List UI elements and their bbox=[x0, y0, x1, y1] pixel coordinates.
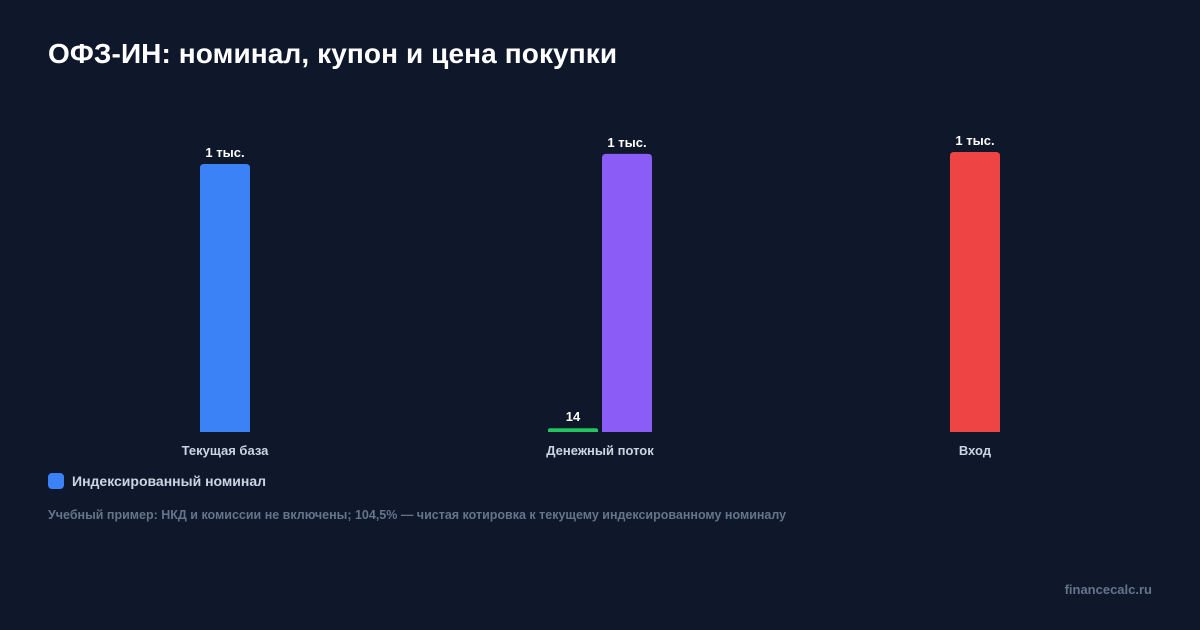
footnote: Учебный пример: НКД и комиссии не включе… bbox=[48, 508, 787, 522]
bar-value-label-3: 1 тыс. bbox=[607, 135, 646, 150]
bar-1 bbox=[200, 164, 250, 432]
bar-4 bbox=[950, 152, 1000, 432]
bar-value-label-2: 14 bbox=[566, 409, 581, 424]
bar-2 bbox=[548, 428, 598, 432]
site-watermark: financecalc.ru bbox=[1064, 582, 1152, 597]
category-label-вход: Вход bbox=[959, 443, 992, 458]
legend-label: Индексированный номинал bbox=[72, 473, 267, 489]
chart-title: ОФЗ-ИН: номинал, купон и цена покупки bbox=[48, 38, 618, 69]
legend-swatch bbox=[48, 473, 64, 489]
category-label-денежный-поток: Денежный поток bbox=[546, 443, 654, 458]
bar-value-label-1: 1 тыс. bbox=[205, 145, 244, 160]
bar-value-label-4: 1 тыс. bbox=[955, 133, 994, 148]
category-label-текущая-база: Текущая база bbox=[182, 443, 270, 458]
legend: Индексированный номинал bbox=[48, 473, 266, 489]
bar-3 bbox=[602, 153, 652, 432]
